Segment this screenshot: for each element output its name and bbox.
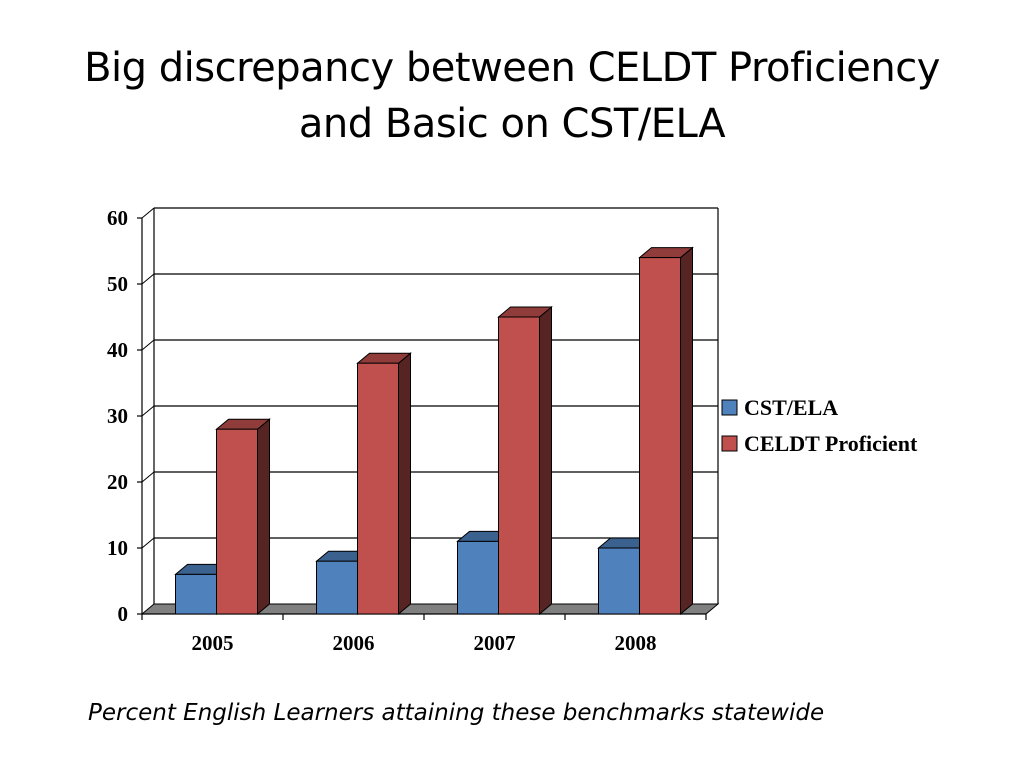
gridline-side	[141, 405, 155, 417]
slide-title: Big discrepancy between CELDT Proficienc…	[40, 40, 984, 152]
legend-label: CELDT Proficient	[744, 431, 918, 456]
y-tick-label: 10	[107, 536, 128, 560]
legend-swatch	[721, 435, 738, 452]
bar-front-face	[457, 540, 499, 615]
y-tick-label: 60	[107, 206, 128, 230]
x-tick-label: 2005	[192, 631, 234, 655]
y-tick-label: 0	[118, 602, 129, 626]
gridline-side	[141, 537, 155, 549]
gridline-side	[141, 207, 155, 219]
bar-front-face	[216, 428, 258, 615]
bar-front-face	[498, 316, 540, 615]
gridline-side	[141, 273, 155, 285]
slide-title-line-2: and Basic on CST/ELA	[298, 101, 726, 147]
bar-side-face	[539, 305, 552, 616]
bar-side-face	[257, 418, 270, 616]
bar-side-face	[398, 352, 411, 616]
gridline-side	[141, 471, 155, 483]
bar-celdt-proficient-2006	[356, 352, 412, 616]
bar-front-face	[598, 547, 640, 615]
x-tick-label: 2008	[615, 631, 657, 655]
bar-front-face	[175, 573, 217, 615]
x-tick-label: 2007	[474, 631, 516, 655]
y-tick-label: 20	[107, 470, 128, 494]
bar-celdt-proficient-2007	[497, 305, 553, 616]
slide-title-line-1: Big discrepancy between CELDT Proficienc…	[84, 45, 940, 91]
legend-label: CST/ELA	[744, 395, 838, 420]
bar-front-face	[639, 257, 681, 615]
y-tick-label: 50	[107, 272, 128, 296]
bar-celdt-proficient-2005	[215, 418, 271, 616]
bar-front-face	[316, 560, 358, 615]
y-tick-label: 40	[107, 338, 128, 362]
bar-side-face	[680, 246, 693, 616]
y-tick-label: 30	[107, 404, 128, 428]
legend-swatch	[721, 399, 738, 416]
bar-celdt-proficient-2008	[638, 246, 694, 616]
chart-caption: Percent English Learners attaining these…	[88, 700, 825, 726]
x-tick-label: 2006	[333, 631, 375, 655]
bar-front-face	[357, 362, 399, 615]
gridline-side	[141, 339, 155, 351]
